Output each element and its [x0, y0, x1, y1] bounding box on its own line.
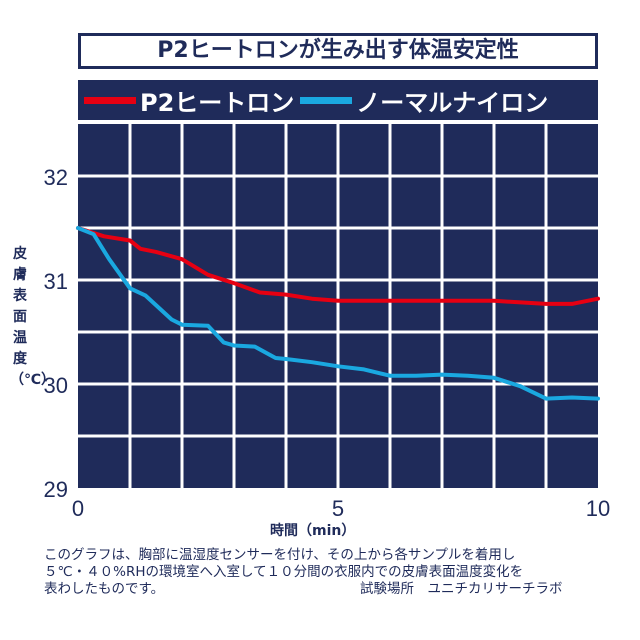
x-axis-label: 時間（min） [270, 523, 356, 539]
legend: P2ヒートロン ノーマルナイロン [78, 80, 598, 120]
series-line-nylon [76, 226, 600, 401]
x-tick-label: 0 [72, 496, 84, 521]
x-tick-label: 5 [332, 496, 344, 521]
legend-label-nylon: ノーマルナイロン [356, 88, 549, 117]
series-line-p2 [76, 226, 600, 306]
test-source: 試験場所 ユニチカリサーチラボ [360, 581, 563, 597]
y-tick-label: 29 [44, 477, 68, 502]
x-tick-label: 10 [586, 496, 610, 521]
footnote: このグラフは、胸部に温湿度センサーを付け、その上から各サンプルを着用し ５℃・４… [44, 547, 524, 597]
y-tick-label: 32 [44, 165, 68, 190]
y-axis-label: 皮膚表面温度（℃） [10, 246, 55, 388]
legend-label-p2: P2ヒートロン [140, 88, 295, 117]
y-tick-label: 31 [44, 269, 68, 294]
y-tick-label: 30 [44, 373, 68, 398]
chart-title: P2ヒートロンが生み出す体温安定性 [78, 33, 598, 69]
legend-swatch-nylon [300, 96, 353, 104]
legend-swatch-p2 [84, 96, 136, 104]
